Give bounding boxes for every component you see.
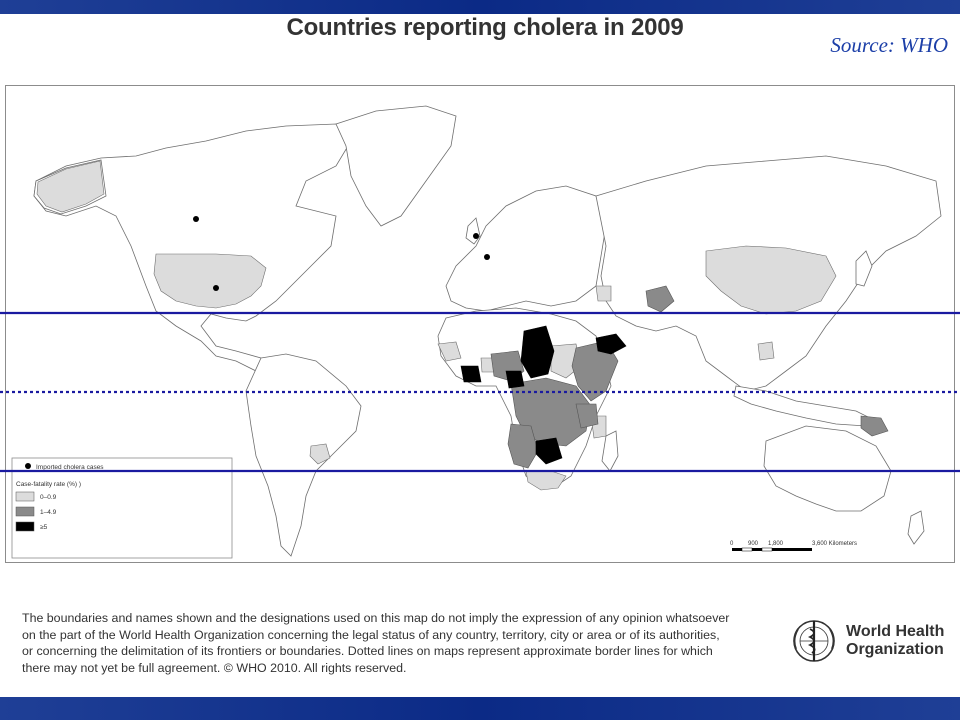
europe-cfr-region: [595, 285, 612, 302]
legend-class-mid-label: 1–4.9: [40, 509, 57, 516]
disclaimer-line: or concerning the delimitation of its fr…: [22, 644, 713, 658]
map-disclaimer: The boundaries and names shown and the d…: [22, 610, 762, 676]
legend-swatch-low: [15, 491, 35, 502]
disclaimer-line: on the part of the World Health Organiza…: [22, 627, 720, 642]
uk-landmass: [465, 217, 481, 245]
scale-tick-3600: 3,600 Kilometers: [812, 541, 857, 547]
imported-case-marker: [473, 233, 479, 239]
legend-swatch-high: [15, 521, 35, 532]
cote-divoire-cfr-region: [460, 365, 482, 383]
scale-tick-900: 900: [748, 541, 759, 547]
west-africa-cfr-region: [437, 341, 462, 362]
europe-landmass: [445, 185, 607, 312]
australia-landmass: [763, 425, 892, 512]
bottom-banner: [0, 697, 960, 720]
legend-imported-label: Imported cholera cases: [36, 464, 104, 471]
scale-seg-3: [752, 548, 762, 551]
who-logo: World Health Organization: [788, 615, 948, 667]
zimbabwe-cfr-region: [535, 437, 563, 465]
usa-cfr-region: [153, 253, 267, 309]
alaska-cfr-region: [36, 160, 105, 213]
legend-swatch-mid: [15, 506, 35, 517]
who-logo-text: World Health Organization: [846, 623, 944, 659]
angola-cfr-region: [507, 423, 539, 469]
imported-case-marker: [213, 285, 219, 291]
cameroon-cfr-region: [505, 370, 525, 389]
china-cfr-region: [705, 245, 837, 315]
page-title: Countries reporting cholera in 2009: [286, 14, 684, 41]
tanzania-cfr-region: [575, 403, 599, 429]
who-logo-line1: World Health: [846, 623, 945, 640]
new-zealand-landmass: [907, 510, 925, 545]
disclaimer-line: The boundaries and names shown and the d…: [22, 611, 730, 625]
yemen-cfr-region: [595, 333, 627, 355]
scale-seg-2: [741, 547, 753, 552]
legend-class-low-label: 0–0.9: [40, 494, 57, 501]
southeast-asia-cfr-region: [757, 341, 775, 361]
north-america-landmass: [33, 123, 352, 377]
imported-case-marker: [484, 254, 490, 260]
south-america-landmass: [245, 353, 362, 557]
scale-bar: 0 900 1,800 3,600 Kilometers: [730, 541, 857, 552]
who-emblem-icon: [793, 620, 835, 662]
scale-tick-0: 0: [730, 541, 734, 547]
legend-frame: [11, 457, 233, 559]
scale-seg-5: [772, 548, 812, 551]
disclaimer-line: there may not yet be full agreement. © W…: [22, 660, 407, 675]
afghanistan-cfr-region: [645, 285, 675, 313]
indonesia-landmass: [733, 385, 877, 427]
legend-cfr-title: Case-fatality rate (%) ): [16, 481, 81, 488]
greenland-landmass: [335, 105, 457, 227]
south-africa-cfr-region: [525, 470, 567, 491]
world-map-frame: Imported cholera cases Case-fatality rat…: [5, 85, 955, 563]
map-legend: Imported cholera cases Case-fatality rat…: [11, 457, 233, 559]
legend-imported-marker: [25, 463, 31, 469]
scale-seg-4: [761, 547, 773, 552]
world-map: Imported cholera cases Case-fatality rat…: [11, 105, 942, 559]
japan-landmass: [855, 250, 873, 287]
who-logo-line2: Organization: [846, 641, 944, 658]
imported-case-marker: [193, 216, 199, 222]
papua-new-guinea-cfr-region: [860, 415, 889, 437]
source-label: Source: WHO: [830, 33, 948, 57]
scale-tick-1800: 1,800: [768, 541, 784, 547]
bolivia-cfr-region: [309, 443, 331, 465]
scale-seg-1: [732, 548, 742, 551]
chad-cfr-region: [520, 325, 555, 379]
top-banner: [0, 0, 960, 14]
madagascar-landmass: [601, 430, 619, 472]
legend-class-high-label: ≥5: [40, 524, 48, 531]
